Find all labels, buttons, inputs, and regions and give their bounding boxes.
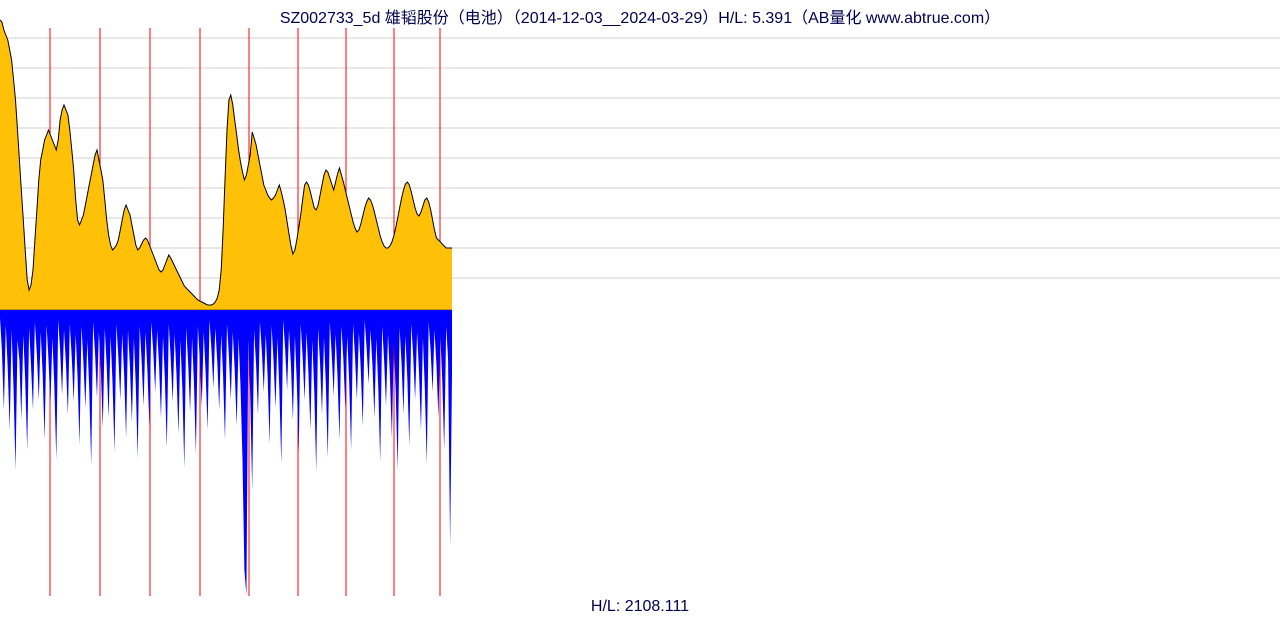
- chart-footer: H/L: 2108.111: [0, 598, 1280, 616]
- chart-canvas: [0, 0, 1280, 620]
- stock-chart: SZ002733_5d 雄韬股份（电池）（2014-12-03__2024-03…: [0, 0, 1280, 620]
